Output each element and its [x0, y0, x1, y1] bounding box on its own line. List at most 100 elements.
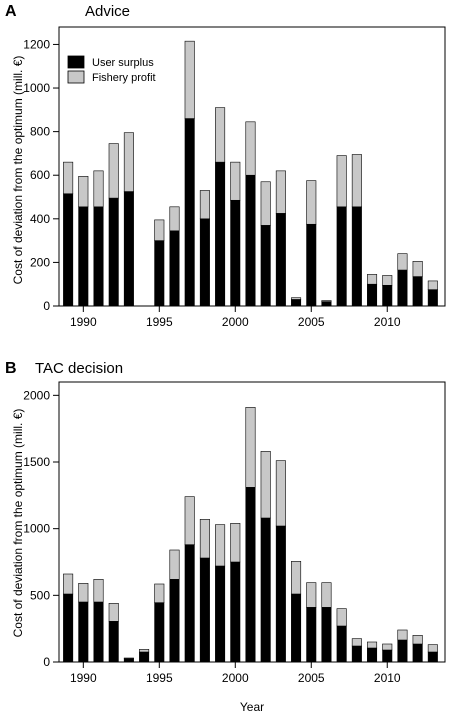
panel-b-bar-user-surplus-2013	[427, 651, 438, 663]
panel-b-bar-fishery-profit-1989	[63, 573, 74, 595]
panel-b-bar-fishery-profit-2001	[245, 407, 256, 488]
legend-swatch-user-surplus	[67, 55, 85, 69]
panel-b-bar-fishery-profit-2005	[306, 582, 317, 608]
panel-a-bar-fishery-profit-1996	[169, 206, 180, 232]
panel-a-x-tick-label-2010: 2010	[374, 315, 401, 329]
panel-b-bar-fishery-profit-2003	[275, 460, 286, 527]
panel-b-bar-user-surplus-2007	[336, 625, 347, 663]
panel-a-bar-user-surplus-2002	[260, 225, 271, 307]
panel-a-x-tick-label-2000: 2000	[222, 315, 249, 329]
panel-b-y-tick-label-1500: 1500	[23, 455, 50, 469]
panel-b-bar-fishery-profit-1994	[139, 649, 150, 653]
panel-b-bar-fishery-profit-1990	[78, 583, 89, 603]
panel-b-bar-fishery-profit-2007	[336, 608, 347, 627]
panel-b-letter: B	[5, 360, 17, 377]
panel-a-x-ticks: 1990 1995 2000 2005 2010	[70, 306, 401, 329]
panel-b-bar-fishery-profit-2010	[382, 643, 393, 651]
panel-b-x-tick-label-1995: 1995	[146, 671, 173, 685]
panel-a-bar-fishery-profit-2002	[260, 181, 271, 226]
panel-a-y-tick-label-1000: 1000	[23, 81, 50, 95]
panel-a-bar-fishery-profit-2011	[397, 253, 408, 271]
panel-b-bar-user-surplus-1998	[199, 557, 210, 663]
panel-a-bar-user-surplus-1995	[154, 240, 165, 307]
panel-a-bar-fishery-profit-2012	[412, 261, 423, 277]
panel-a-y-tick-label-200: 200	[30, 255, 50, 269]
panel-b-bars	[63, 407, 438, 663]
panel-b-bar-user-surplus-2006	[321, 607, 332, 663]
panel-b-bar-user-surplus-1991	[93, 601, 104, 663]
panel-a-x-tick-label-1990: 1990	[70, 315, 97, 329]
panel-a-bar-user-surplus-1992	[108, 197, 119, 307]
panel-a-bar-fishery-profit-1991	[93, 170, 104, 208]
panel-b-bar-user-surplus-2001	[245, 487, 256, 663]
panel-a-y-tick-label-0: 0	[43, 299, 50, 313]
panel-b-bar-user-surplus-2012	[412, 643, 423, 663]
panel-b-bar-user-surplus-2011	[397, 639, 408, 663]
panel-a-y-tick-label-400: 400	[30, 212, 50, 226]
panel-b-bar-fishery-profit-2011	[397, 629, 408, 641]
panel-b-bar-user-surplus-2005	[306, 607, 317, 663]
panel-b-bar-fishery-profit-2009	[367, 641, 378, 649]
panel-b-bar-user-surplus-1989	[63, 593, 74, 663]
panel-a-bar-fishery-profit-2007	[336, 155, 347, 208]
panel-a-bar-user-surplus-2001	[245, 174, 256, 307]
panel-a-bar-fishery-profit-1989	[63, 161, 74, 195]
panel-b-bar-fishery-profit-1999	[215, 524, 226, 567]
panel-a-bar-user-surplus-2010	[382, 284, 393, 307]
panel-a-bar-user-surplus-2007	[336, 206, 347, 307]
panel-b-bar-fishery-profit-1995	[154, 583, 165, 603]
panel-a-bars	[63, 40, 438, 307]
panel-a-bar-fishery-profit-2004	[291, 297, 302, 300]
panel-b-bar-user-surplus-2010	[382, 649, 393, 663]
panel-b-bar-user-surplus-1992	[108, 621, 119, 663]
panel-a-bar-user-surplus-1999	[215, 161, 226, 307]
panel-b-y-ticks: 0 500 1000 1500 2000	[23, 388, 59, 669]
panel-a-bar-user-surplus-2011	[397, 269, 408, 307]
panel-a-bar-user-surplus-2009	[367, 283, 378, 307]
panel-a-bar-fishery-profit-2006	[321, 300, 332, 302]
panel-b-bar-user-surplus-1996	[169, 579, 180, 663]
panel-a-bar-fishery-profit-1998	[199, 190, 210, 220]
panel-a: A Advice Cost of deviation from the opti…	[5, 3, 446, 329]
panel-b-bar-user-surplus-1995	[154, 602, 165, 663]
panel-a-bar-fishery-profit-1993	[123, 132, 134, 192]
panel-a-bar-fishery-profit-2005	[306, 180, 317, 225]
panel-a-bar-fishery-profit-2013	[427, 280, 438, 290]
panel-b-bar-fishery-profit-2013	[427, 644, 438, 653]
panel-b-bar-fishery-profit-2002	[260, 451, 271, 519]
panel-b-bar-user-surplus-2004	[291, 593, 302, 663]
panel-a-bar-user-surplus-2004	[291, 299, 302, 307]
panel-a-x-tick-label-2005: 2005	[298, 315, 325, 329]
panel-a-bar-fishery-profit-2008	[351, 154, 362, 208]
panel-a-bar-fishery-profit-1997	[184, 40, 195, 119]
panel-b-bar-user-surplus-1999	[215, 565, 226, 663]
panel-a-bar-user-surplus-1991	[93, 206, 104, 307]
panel-a-bar-fishery-profit-1995	[154, 219, 165, 241]
panel-b-bar-fishery-profit-1996	[169, 549, 180, 580]
panel-b-x-tick-label-2000: 2000	[222, 671, 249, 685]
panel-a-bar-user-surplus-2006	[321, 301, 332, 307]
panel-a-bar-fishery-profit-2009	[367, 274, 378, 285]
panel-a-bar-user-surplus-1998	[199, 218, 210, 307]
panel-b-bar-user-surplus-1997	[184, 544, 195, 663]
panel-a-bar-user-surplus-2012	[412, 276, 423, 307]
panel-a-bar-fishery-profit-1992	[108, 143, 119, 199]
panel-b-y-tick-label-500: 500	[30, 588, 50, 602]
panel-a-title: Advice	[85, 3, 130, 20]
panel-b-bar-fishery-profit-1991	[93, 579, 104, 603]
panel-a-bar-fishery-profit-2003	[275, 170, 286, 214]
panel-b-y-axis-label: Cost of deviation from the optimum (mill…	[11, 409, 25, 638]
panel-b-bar-fishery-profit-1992	[108, 603, 119, 622]
panel-b-bar-user-surplus-2003	[275, 525, 286, 663]
panel-b-bar-user-surplus-1993	[123, 658, 134, 663]
panel-a-bar-user-surplus-1993	[123, 191, 134, 307]
panel-b-bar-user-surplus-1990	[78, 601, 89, 663]
panel-b-bar-fishery-profit-1993	[123, 657, 134, 659]
panel-b-title: TAC decision	[35, 360, 123, 377]
panel-b-bar-fishery-profit-2012	[412, 635, 423, 645]
panel-b-x-tick-label-2010: 2010	[374, 671, 401, 685]
panel-b-bar-fishery-profit-2006	[321, 582, 332, 608]
panel-a-bar-user-surplus-2005	[306, 223, 317, 307]
panel-a-y-ticks: 0 200 400 600 800 1000 1200	[23, 37, 59, 313]
